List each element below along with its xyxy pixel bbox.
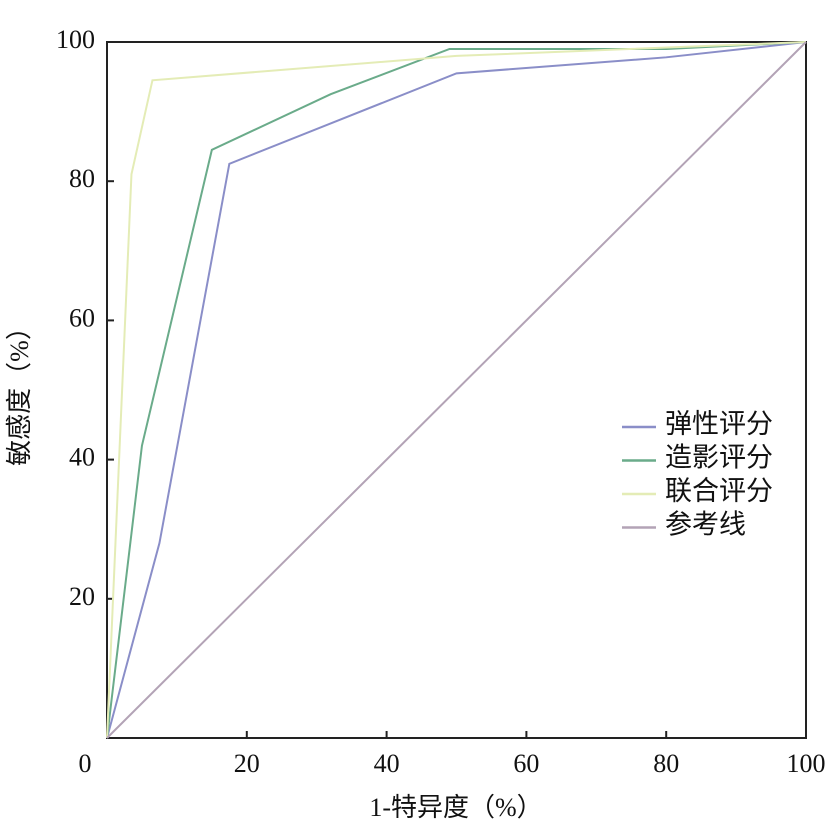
legend-label: 参考线: [665, 510, 746, 540]
legend-label: 弹性评分: [665, 409, 773, 439]
x-tick-label: 0: [79, 749, 92, 778]
y-tick-label: 80: [69, 164, 95, 193]
x-tick-label: 20: [234, 749, 260, 778]
series-line: [106, 41, 807, 739]
y-tick-label: 40: [69, 443, 95, 472]
y-tick-label: 20: [69, 582, 95, 611]
y-tick-label: 100: [56, 25, 95, 54]
plot-frame: [106, 41, 807, 739]
x-tick-label: 40: [374, 749, 400, 778]
y-tick-label: 60: [69, 303, 95, 332]
x-tick-label: 100: [787, 749, 826, 778]
series-line: [106, 41, 807, 739]
legend-label: 联合评分: [665, 476, 773, 506]
x-tick-label: 80: [653, 749, 679, 778]
y-axis-label: 敏感度（%）: [5, 314, 34, 466]
series-line: [106, 41, 807, 739]
x-axis-label: 1-特异度（%）: [369, 793, 542, 822]
x-tick-label: 60: [513, 749, 539, 778]
legend-label: 造影评分: [665, 443, 773, 473]
series-line: [106, 41, 807, 739]
